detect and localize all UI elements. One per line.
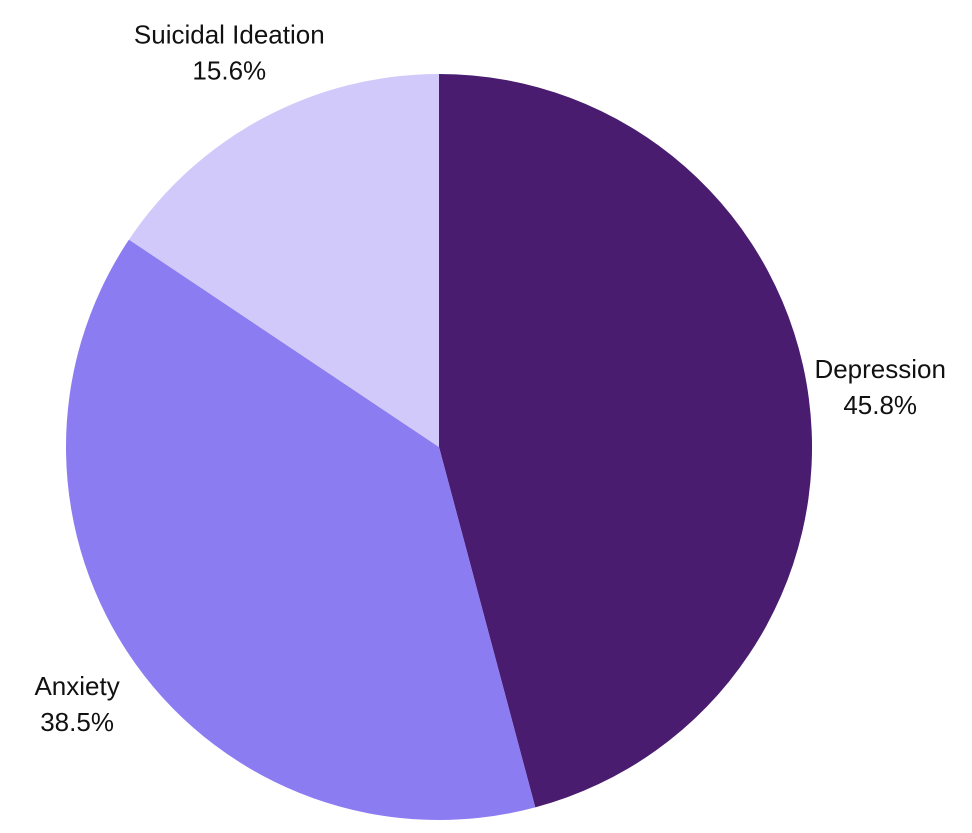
slices-layer bbox=[65, 74, 813, 821]
slice-value-label-anxiety: 38.5% bbox=[40, 707, 114, 737]
slice-name-label-anxiety: Anxiety bbox=[34, 671, 119, 701]
pie-slice-depression bbox=[439, 74, 813, 808]
pie-slice-anxiety bbox=[65, 239, 536, 821]
slice-value-label-suicidal-ideation: 15.6% bbox=[192, 55, 266, 85]
labels-layer: Depression 45.8% Anxiety 38.5% Suicidal Idea… bbox=[34, 19, 945, 737]
slice-name-label-suicidal-ideation: Suicidal Ideation bbox=[134, 19, 325, 49]
slice-name-label-depression: Depression bbox=[814, 354, 946, 384]
slice-value-label-depression: 45.8% bbox=[843, 390, 917, 420]
pie-slice-suicidal-ideation bbox=[128, 74, 440, 447]
